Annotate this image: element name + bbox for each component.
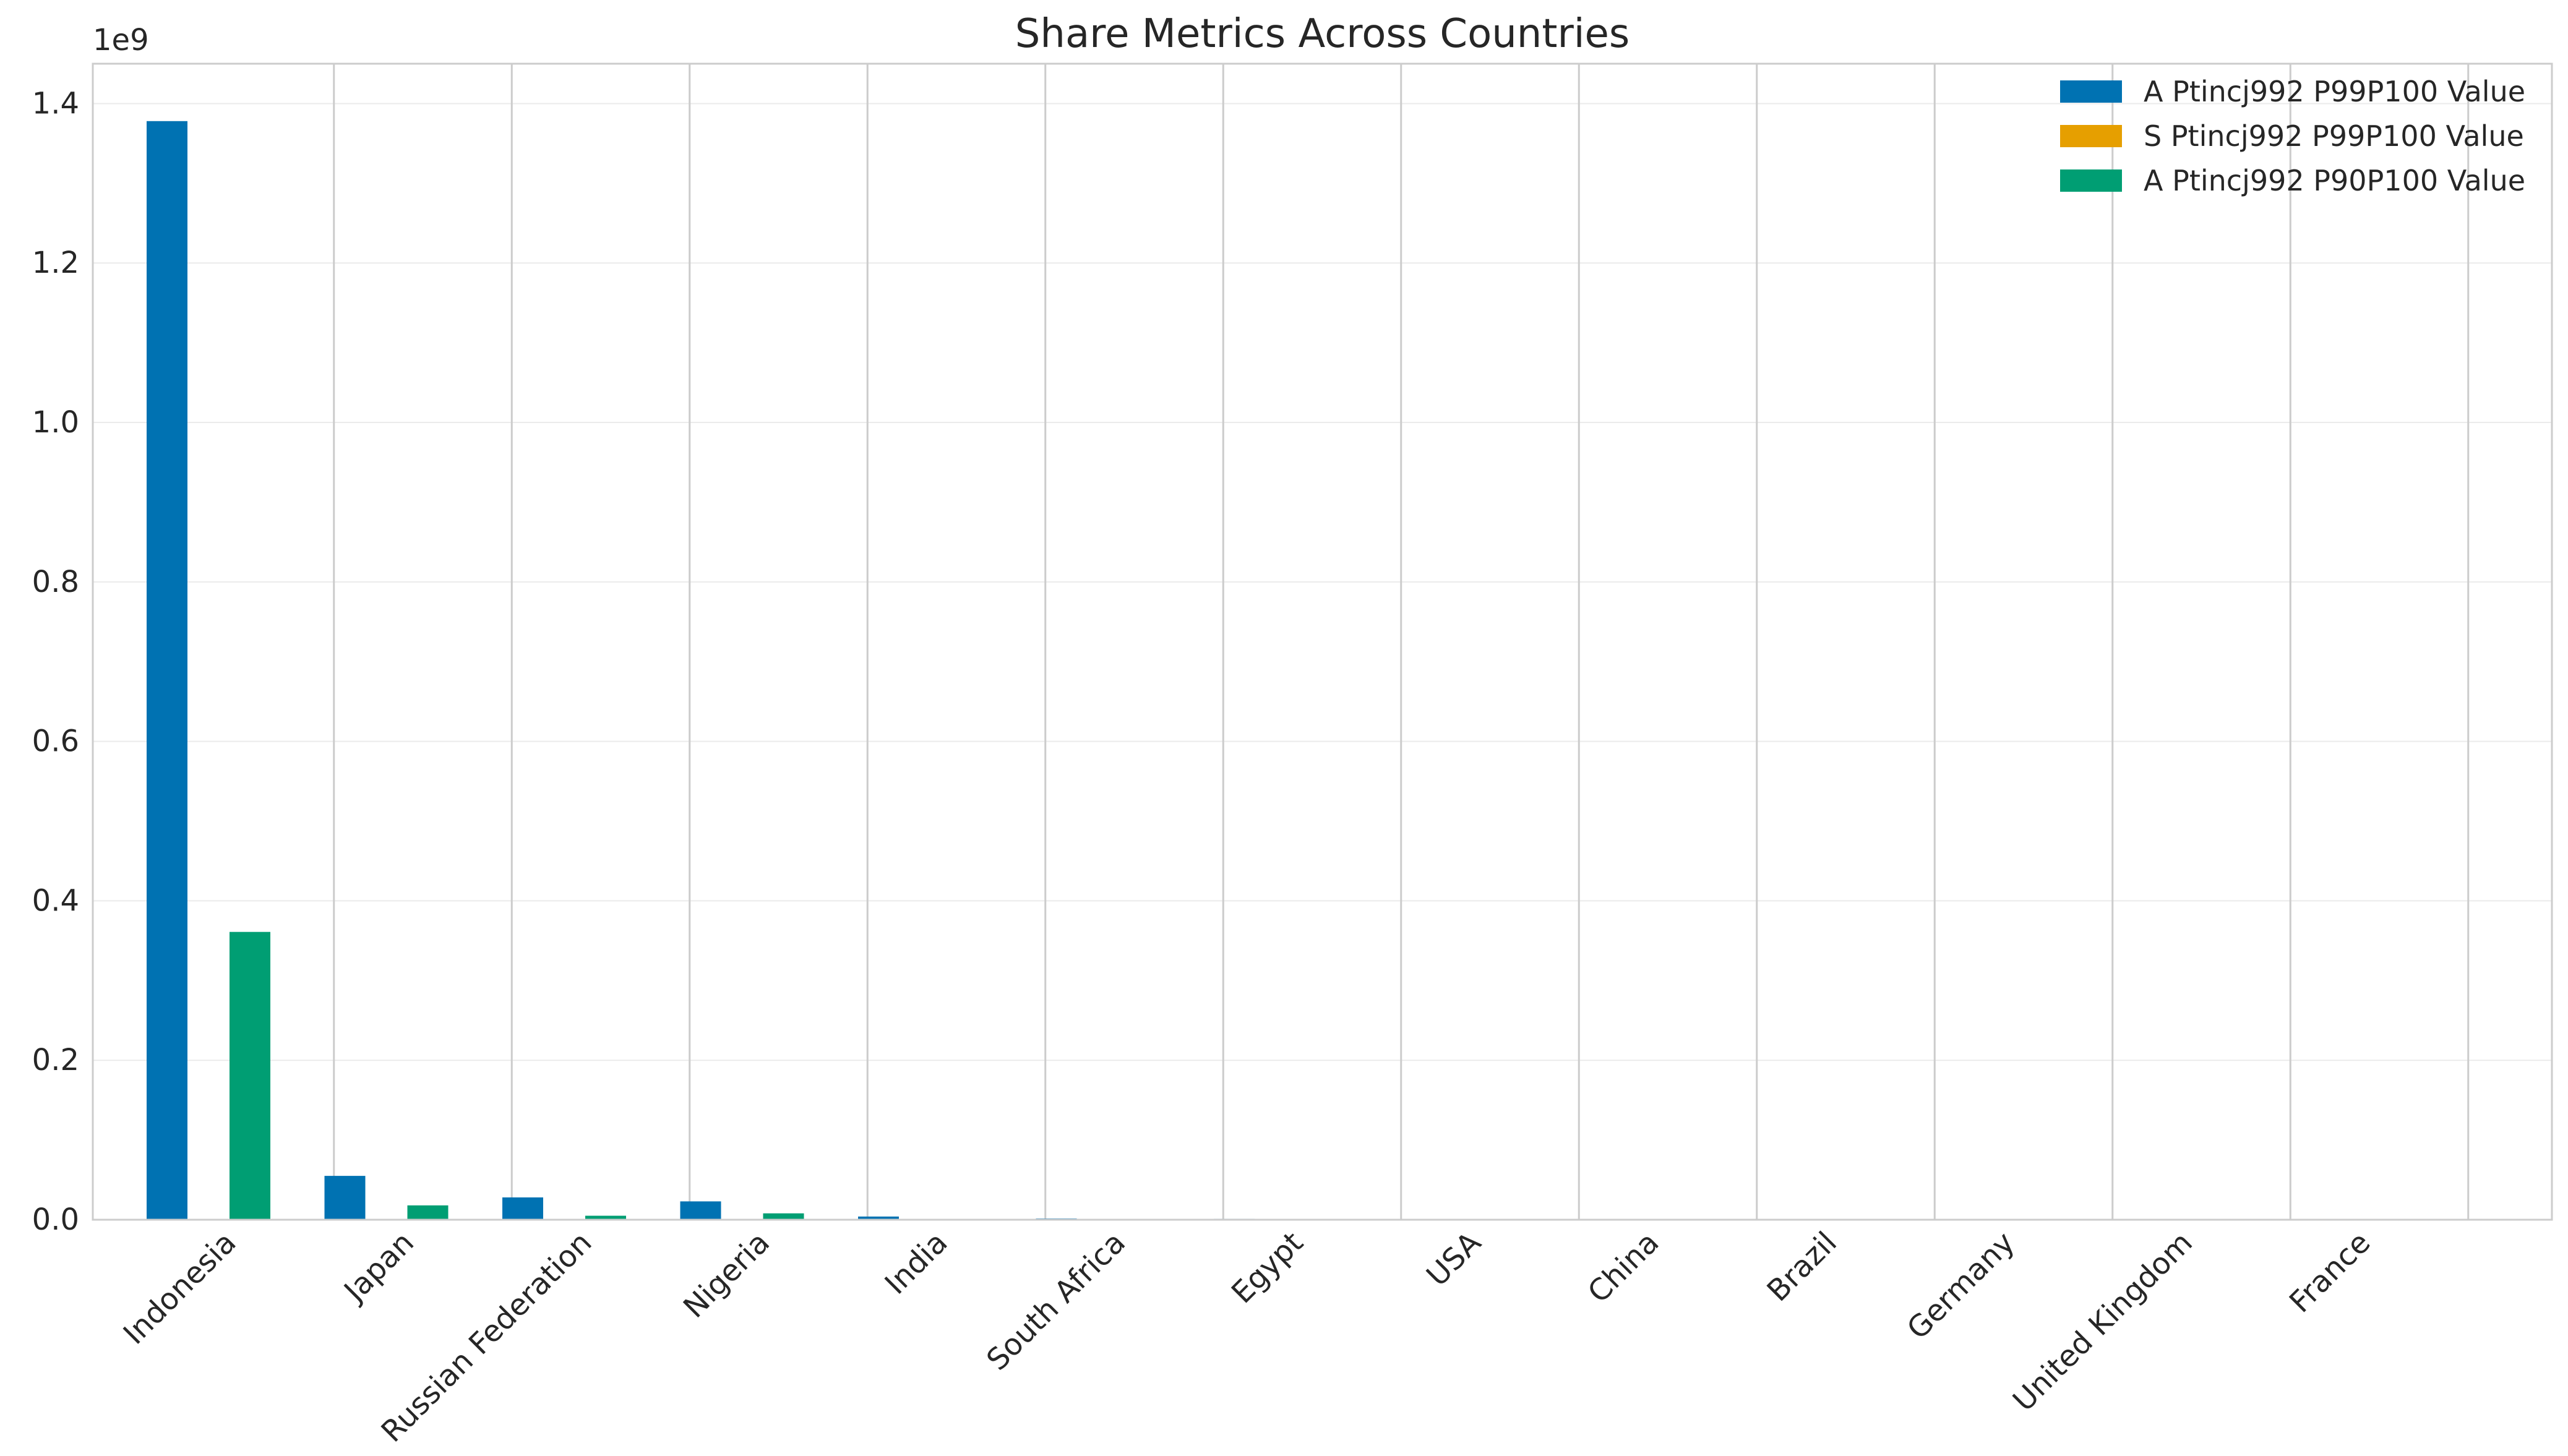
- legend-label: A Ptincj992 P90P100 Value: [2144, 164, 2525, 197]
- y-tick-label: 1.4: [32, 86, 79, 121]
- bar-3-indonesia: [230, 931, 270, 1220]
- x-tick-label: United Kingdom: [2006, 1225, 2199, 1418]
- x-tick-label: Indonesia: [117, 1225, 243, 1351]
- y-axis: 0.0 0.2 0.4 0.6 0.8 1.0 1.2 1.4: [32, 86, 79, 1237]
- bar-1-japan: [324, 1176, 366, 1220]
- bar-1-nigeria: [680, 1201, 721, 1220]
- x-tick-label: Japan: [337, 1225, 421, 1309]
- legend-swatch: [2060, 80, 2122, 103]
- bar-1-indonesia: [147, 121, 187, 1220]
- legend-swatch: [2060, 125, 2122, 147]
- bar-3-nigeria: [763, 1213, 804, 1220]
- bar-3-russian-federation: [585, 1215, 626, 1220]
- plot-frame: [92, 62, 2553, 1221]
- x-tick-label: Egypt: [1225, 1225, 1310, 1311]
- y-tick-label: 1.0: [32, 405, 79, 440]
- y-tick-label: 0.4: [32, 883, 79, 918]
- y-tick-label: 0.6: [32, 724, 79, 759]
- y-tick-label: 0.0: [32, 1202, 79, 1237]
- chart-title: Share Metrics Across Countries: [1015, 11, 1630, 57]
- legend-label: A Ptincj992 P99P100 Value: [2144, 75, 2525, 108]
- x-tick-label: Brazil: [1761, 1225, 1844, 1308]
- x-tick-label: South Africa: [980, 1225, 1132, 1377]
- x-tick-label: Germany: [1900, 1225, 2022, 1347]
- legend: A Ptincj992 P99P100 Value S Ptincj992 P99…: [2060, 75, 2525, 197]
- x-tick-label: India: [878, 1225, 955, 1301]
- x-tick-label: France: [2283, 1225, 2377, 1319]
- y-axis-offset-label: 1e9: [93, 23, 149, 58]
- y-tick-label: 0.2: [32, 1043, 79, 1077]
- y-tick-label: 1.2: [32, 246, 79, 280]
- x-tick-label: Nigeria: [677, 1225, 776, 1325]
- legend-swatch: [2060, 169, 2122, 192]
- bar-1-india: [858, 1216, 899, 1220]
- bars: [147, 121, 2322, 1220]
- x-tick-label: China: [1581, 1225, 1666, 1310]
- grid: [93, 64, 2552, 1220]
- legend-label: S Ptincj992 P99P100 Value: [2144, 119, 2524, 153]
- x-tick-label: USA: [1420, 1225, 1488, 1293]
- bar-1-russian-federation: [502, 1197, 543, 1220]
- y-tick-label: 0.8: [32, 565, 79, 599]
- bar-3-japan: [407, 1205, 449, 1220]
